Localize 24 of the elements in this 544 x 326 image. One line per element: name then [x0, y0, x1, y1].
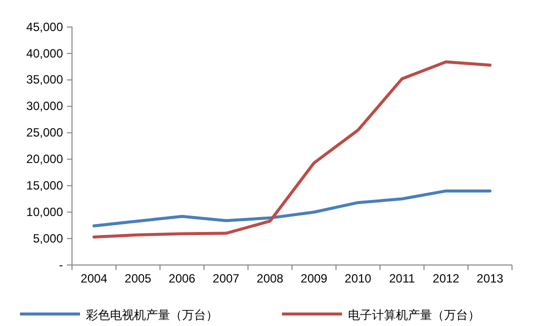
y-tick-label: 25,000 [26, 126, 64, 140]
line-series [92, 60, 492, 238]
x-tick-label: 2006 [168, 272, 196, 286]
x-tick-label: 2012 [432, 272, 460, 286]
x-tick-label: 2013 [476, 272, 504, 286]
y-tick-label: 45,000 [26, 20, 64, 34]
y-tick-label: 5,000 [32, 231, 64, 246]
y-tick-label: 40,000 [26, 46, 64, 60]
x-tick-label: 2009 [300, 272, 328, 286]
legend-label: 彩色电视机产量（万台） [86, 308, 218, 322]
y-tick-label: - [59, 258, 63, 272]
x-tick-label: 2004 [80, 272, 108, 286]
x-tick-label: 2011 [389, 272, 416, 286]
y-tick-label: 35,000 [26, 72, 64, 87]
y-tick-label: 30,000 [26, 99, 64, 114]
legend-label: 电子计算机产量（万台） [348, 308, 480, 322]
y-tick-label: 20,000 [26, 152, 64, 166]
x-tick-label: 2008 [256, 272, 284, 286]
x-tick-label: 2005 [124, 272, 152, 286]
line-series [92, 189, 492, 228]
y-tick-label: 15,000 [26, 178, 64, 193]
y-tick-label: 10,000 [26, 204, 64, 219]
x-tick-label: 2007 [212, 272, 240, 286]
x-tick-label: 2010 [344, 272, 372, 286]
